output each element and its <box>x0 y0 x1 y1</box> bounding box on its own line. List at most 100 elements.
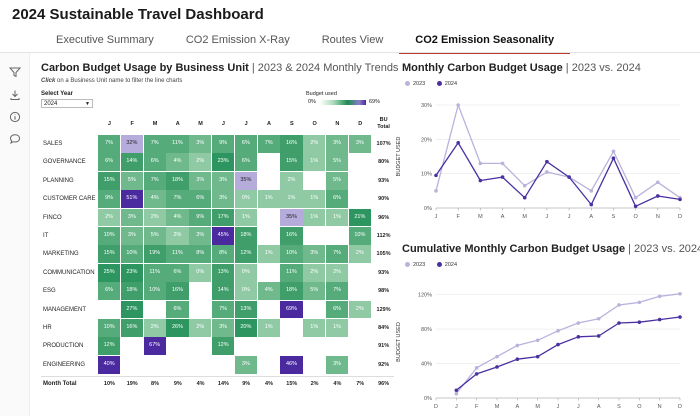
heatmap-cell[interactable]: 0% <box>234 190 257 208</box>
heatmap-cell[interactable]: 10% <box>98 319 121 337</box>
data-point-2024[interactable] <box>567 175 571 179</box>
heatmap-cell[interactable]: 3% <box>348 135 371 153</box>
info-icon[interactable] <box>9 111 21 123</box>
data-point-2024[interactable] <box>456 140 460 145</box>
heatmap-cell[interactable] <box>349 190 371 208</box>
business-unit-engineering[interactable]: ENGINEERING <box>43 361 86 368</box>
heatmap-cell[interactable]: 12% <box>212 337 235 356</box>
heatmap-cell[interactable]: 9% <box>212 135 235 153</box>
heatmap-cell[interactable]: 10% <box>280 245 303 264</box>
heatmap-cell[interactable]: 3% <box>303 245 326 264</box>
data-point-2023[interactable] <box>657 294 662 299</box>
data-point-2023[interactable] <box>522 183 527 188</box>
heatmap-cell[interactable]: 2% <box>166 227 189 245</box>
heatmap-cell[interactable]: 1% <box>303 190 326 208</box>
heatmap-cell[interactable] <box>258 209 280 227</box>
data-point-2024[interactable] <box>535 354 540 359</box>
heatmap-cell[interactable]: 11% <box>166 245 189 264</box>
heatmap-cell[interactable] <box>144 356 166 374</box>
tab-routes-view[interactable]: Routes View <box>321 34 384 46</box>
data-point-2024[interactable] <box>656 194 660 198</box>
heatmap-cell[interactable] <box>189 356 211 374</box>
heatmap-cell[interactable] <box>258 264 280 282</box>
heatmap-cell[interactable] <box>349 282 371 300</box>
heatmap-cell[interactable] <box>121 356 143 374</box>
data-point-2023[interactable] <box>535 338 540 343</box>
heatmap-cell[interactable]: 1% <box>303 319 326 337</box>
heatmap-cell[interactable]: 5% <box>326 171 349 190</box>
business-unit-it[interactable]: IT <box>43 233 49 239</box>
heatmap-cell[interactable] <box>349 319 371 337</box>
data-point-2023[interactable] <box>478 161 483 166</box>
heatmap-cell[interactable]: 3% <box>189 135 212 153</box>
data-point-2023[interactable] <box>515 343 520 348</box>
heatmap-cell[interactable]: 10% <box>143 282 166 300</box>
heatmap-cell[interactable] <box>258 172 280 190</box>
heatmap-cell[interactable]: 1% <box>257 319 280 337</box>
heatmap-cell[interactable]: 1% <box>280 190 303 208</box>
heatmap-cell[interactable]: 8% <box>212 245 235 264</box>
heatmap-cell[interactable]: 12% <box>98 337 121 356</box>
heatmap-cell[interactable]: 27% <box>120 300 143 319</box>
data-point-2023[interactable] <box>434 189 438 193</box>
heatmap-cell[interactable] <box>121 337 143 355</box>
data-point-2024[interactable] <box>678 197 682 202</box>
heatmap-cell[interactable] <box>258 356 280 374</box>
heatmap-cell[interactable]: 4% <box>257 282 280 300</box>
heatmap-cell[interactable]: 10% <box>348 227 371 245</box>
heatmap-cell[interactable] <box>303 356 325 374</box>
heatmap-cell[interactable]: 1% <box>257 245 280 264</box>
heatmap-cell[interactable] <box>189 301 211 319</box>
heatmap-cell[interactable]: 7% <box>166 190 189 208</box>
data-point-2023[interactable] <box>556 329 560 333</box>
heatmap-cell[interactable]: 35% <box>280 208 303 227</box>
heatmap-cell[interactable]: 9% <box>98 190 121 208</box>
heatmap-cell[interactable] <box>349 264 371 282</box>
business-unit-management[interactable]: MANAGEMENT <box>43 306 87 313</box>
heatmap-cell[interactable]: 12% <box>234 245 257 264</box>
business-unit-esg[interactable]: ESG <box>43 288 56 295</box>
filter-icon[interactable] <box>9 66 21 78</box>
heatmap-cell[interactable] <box>166 356 188 374</box>
heatmap-cell[interactable]: 2% <box>348 300 371 319</box>
heatmap-cell[interactable]: 0% <box>189 263 212 282</box>
heatmap-cell[interactable]: 69% <box>280 300 303 319</box>
heatmap-cell[interactable]: 18% <box>120 282 143 300</box>
business-unit-production[interactable]: PRODUCTION <box>43 343 84 350</box>
heatmap-cell[interactable]: 0% <box>234 282 257 300</box>
series-line-2024[interactable] <box>455 316 681 391</box>
heatmap-cell[interactable]: 3% <box>212 190 235 208</box>
heatmap-cell[interactable] <box>98 301 120 319</box>
business-unit-planning[interactable]: PLANNING <box>43 177 74 184</box>
heatmap-cell[interactable]: 5% <box>326 153 349 172</box>
heatmap-cell[interactable]: 1% <box>234 208 257 227</box>
heatmap-cell[interactable]: 14% <box>212 282 235 300</box>
heatmap-cell[interactable]: 26% <box>166 319 189 337</box>
heatmap-cell[interactable]: 7% <box>326 282 349 300</box>
heatmap-cell[interactable]: 3% <box>212 319 235 337</box>
tab-executive-summary[interactable]: Executive Summary <box>56 34 154 46</box>
data-point-2023[interactable] <box>500 161 505 166</box>
heatmap-cell[interactable]: 1% <box>326 208 349 227</box>
tab-co2-seasonality[interactable]: CO2 Emission Seasonality <box>399 30 571 54</box>
heatmap-cell[interactable]: 18% <box>166 171 189 190</box>
heatmap-cell[interactable]: 19% <box>143 245 166 264</box>
data-point-2024[interactable] <box>515 357 520 362</box>
business-unit-marketing[interactable]: MARKETING <box>43 251 79 258</box>
data-point-2024[interactable] <box>478 178 483 183</box>
heatmap-cell[interactable] <box>212 356 234 374</box>
heatmap-cell[interactable]: 3% <box>326 135 349 153</box>
heatmap-cell[interactable]: 18% <box>280 282 303 300</box>
heatmap-cell[interactable]: 15% <box>280 153 303 172</box>
heatmap-cell[interactable] <box>258 301 280 319</box>
heatmap-cell[interactable]: 16% <box>280 135 303 153</box>
heatmap-cell[interactable]: 6% <box>143 153 166 172</box>
heatmap-cell[interactable]: 4% <box>143 190 166 208</box>
heatmap-cell[interactable] <box>326 337 348 355</box>
business-unit-governance[interactable]: GOVERNANCE <box>43 159 86 166</box>
heatmap-cell[interactable]: 32% <box>120 135 143 153</box>
monthly-line-chart[interactable]: BUDGET USED 0% 10% 20% 30% J F M A M J J A S O N D <box>388 93 700 223</box>
heatmap-cell[interactable]: 7% <box>143 135 166 153</box>
data-point-2024[interactable] <box>454 388 459 393</box>
heatmap-cell[interactable]: 23% <box>212 153 235 172</box>
